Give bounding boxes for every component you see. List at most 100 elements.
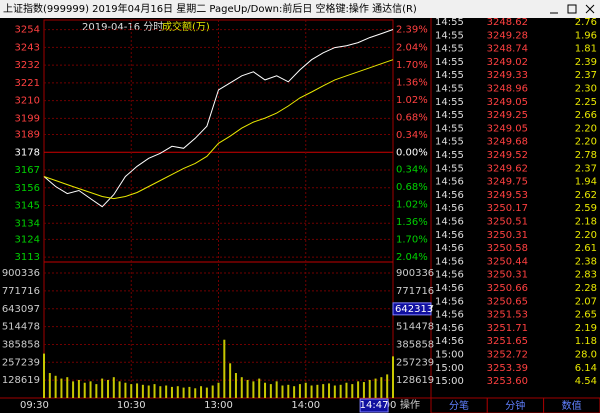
volume-bar	[223, 339, 226, 398]
list-time: 15:00	[435, 363, 464, 374]
list-price: 3251.53	[487, 310, 528, 321]
y2-tick-label: 0.00%	[396, 147, 428, 158]
y2-tick-label: 0.68%	[396, 182, 428, 193]
y-tick-label: 3254	[15, 25, 40, 36]
list-time: 14:55	[435, 17, 464, 28]
volume-bar	[153, 384, 156, 398]
volume-bar	[310, 385, 313, 398]
volume-bar	[141, 384, 144, 398]
volume-bar	[333, 385, 336, 398]
volume-bar	[374, 378, 377, 398]
volume-bar	[380, 377, 383, 398]
list-volume: 2.20	[575, 137, 597, 148]
y-tick-label: 3210	[15, 96, 40, 107]
y-tick-label: 3113	[15, 252, 40, 263]
x-tick-label: 14:00	[291, 400, 320, 411]
volume-bar	[48, 373, 51, 398]
list-time: 14:55	[435, 84, 464, 95]
y2-tick-label: 2.04%	[396, 252, 428, 263]
y2-tick-label: 0.34%	[396, 130, 428, 141]
list-price: 3248.62	[487, 17, 528, 28]
list-time: 14:56	[435, 296, 464, 307]
volume-bar	[246, 379, 249, 398]
y-tick-label: 3199	[15, 113, 40, 124]
list-price: 3250.51	[487, 217, 528, 228]
list-price: 3249.33	[487, 70, 528, 81]
price-line	[43, 29, 394, 208]
cursor-volume-box	[392, 302, 432, 316]
volume-bar	[54, 375, 57, 398]
window-buttons[interactable]	[550, 4, 595, 14]
volume-tick-label-right: 385858	[396, 339, 434, 350]
list-time: 14:56	[435, 203, 464, 214]
list-time: 14:56	[435, 270, 464, 281]
list-price: 3250.17	[487, 203, 528, 214]
list-time: 14:56	[435, 283, 464, 294]
tab-label[interactable]: 分笔	[449, 399, 469, 412]
list-price: 3249.25	[487, 110, 528, 121]
list-time: 14:56	[435, 310, 464, 321]
list-volume: 2.83	[575, 270, 597, 281]
list-volume: 2.25	[575, 97, 597, 108]
y2-tick-label: 1.02%	[396, 95, 428, 106]
list-volume: 2.20	[575, 230, 597, 241]
operate-label[interactable]: 操作	[400, 398, 420, 411]
list-volume: 2.19	[575, 323, 597, 334]
volume-tick-label: 385858	[2, 339, 40, 350]
list-volume: 4.54	[575, 376, 597, 387]
y-tick-label: 3189	[15, 130, 40, 141]
volume-bar	[275, 381, 278, 398]
volume-tick-label-right: 900336	[396, 268, 434, 279]
volume-bar	[170, 386, 173, 398]
volume-bar	[182, 387, 185, 398]
x-tick-label: 09:30	[20, 400, 49, 411]
list-price: 3249.28	[487, 30, 528, 41]
volume-bar	[258, 378, 261, 398]
list-time: 14:56	[435, 323, 464, 334]
list-time: 14:55	[435, 30, 464, 41]
list-price: 3249.75	[487, 177, 528, 188]
volume-bar	[130, 384, 133, 398]
volume-bar	[188, 386, 191, 398]
x-tick-label: 13:00	[204, 400, 233, 411]
list-volume: 2.37	[575, 163, 597, 174]
price-line	[43, 59, 394, 200]
volume-bar	[339, 384, 342, 398]
volume-bar	[298, 384, 301, 398]
y2-tick-label: 1.36%	[396, 78, 428, 89]
list-price: 3248.96	[487, 84, 528, 95]
list-price: 3249.62	[487, 163, 528, 174]
tab-label[interactable]: 分钟	[505, 399, 525, 412]
list-volume: 2.59	[575, 203, 597, 214]
list-volume: 1.18	[575, 336, 597, 347]
volume-bar	[136, 383, 139, 398]
tab-label[interactable]: 数值	[562, 399, 582, 412]
volume-bar	[316, 384, 319, 398]
volume-bar	[112, 377, 115, 398]
y-tick-label: 3221	[15, 78, 40, 89]
list-time: 14:56	[435, 230, 464, 241]
list-volume: 2.78	[575, 150, 597, 161]
list-volume: 2.30	[575, 84, 597, 95]
list-time: 14:55	[435, 163, 464, 174]
y2-tick-label: 1.36%	[396, 217, 428, 228]
list-price: 3251.65	[487, 336, 528, 347]
y2-tick-label: 0.34%	[396, 165, 428, 176]
volume-bar	[43, 353, 45, 398]
volume-bar	[345, 382, 348, 398]
y2-tick-label: 0.68%	[396, 112, 428, 123]
volume-bar	[95, 384, 98, 398]
list-price: 3250.44	[487, 256, 528, 267]
close-button[interactable]	[585, 4, 595, 14]
volume-bar	[147, 385, 150, 398]
maximize-button[interactable]	[567, 4, 577, 14]
y-tick-label: 3167	[15, 165, 40, 176]
y-tick-label: 3124	[15, 234, 40, 245]
list-price: 3250.31	[487, 270, 528, 281]
y2-tick-label: 2.39%	[396, 25, 428, 36]
volume-tick-label: 771716	[2, 286, 40, 297]
volume-bar	[229, 363, 232, 398]
list-price: 3249.53	[487, 190, 528, 201]
volume-bar	[165, 385, 168, 398]
